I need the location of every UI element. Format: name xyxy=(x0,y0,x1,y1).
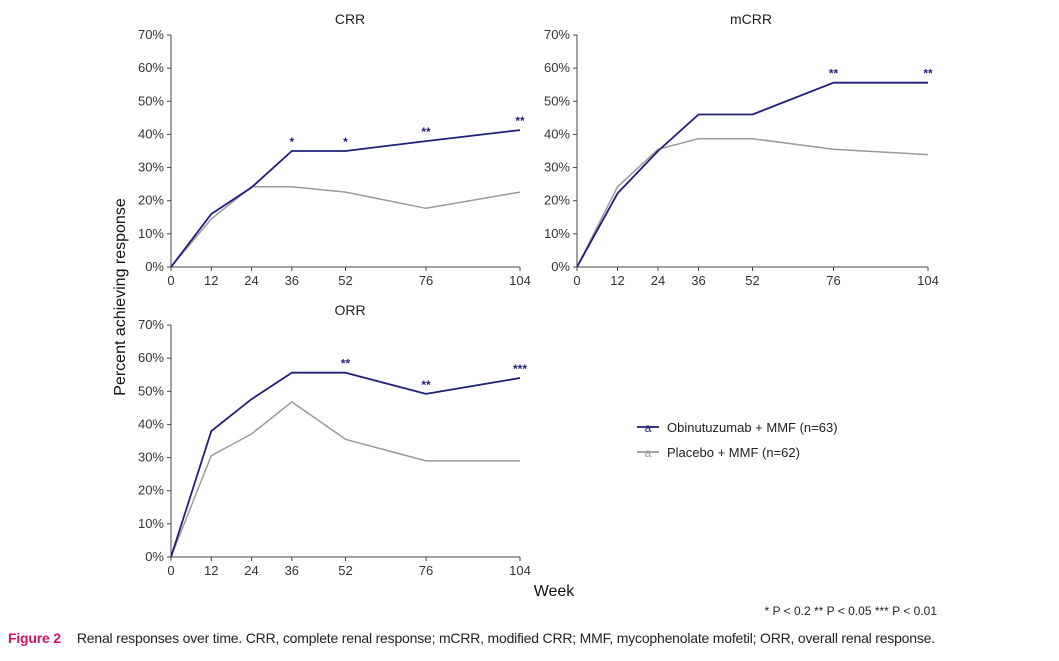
x-tick-label: 24 xyxy=(244,273,258,288)
series-line-obinutuzumab xyxy=(576,81,928,268)
y-tick-label: 40% xyxy=(138,126,164,141)
panel-title: ORR xyxy=(334,302,365,318)
legend-marker: a xyxy=(645,446,652,460)
caption-text: Renal responses over time. CRR, complete… xyxy=(76,630,935,646)
x-tick-label: 52 xyxy=(338,563,352,578)
x-tick-label: 0 xyxy=(167,273,174,288)
significance-marker: ** xyxy=(829,67,839,81)
series-line-obinutuzumab xyxy=(170,371,521,558)
y-axis-label: Percent achieving response xyxy=(112,198,129,396)
legend-marker: a xyxy=(645,421,652,435)
y-tick-label: 0% xyxy=(551,259,570,274)
series-line-placebo xyxy=(170,186,521,268)
x-tick-label: 12 xyxy=(204,563,218,578)
significance-marker: ** xyxy=(421,125,431,139)
y-tick-label: 20% xyxy=(544,193,570,208)
chart-panel-crr: CRR 0% 10% 20% 30% 40% 50% 60% 70% 0 12 24 36 52 76 104… xyxy=(138,11,531,288)
legend-label: Placebo + MMF (n=62) xyxy=(667,445,800,460)
y-tick-label: 50% xyxy=(138,383,164,398)
x-tick-label: 52 xyxy=(745,273,759,288)
series-line-placebo xyxy=(576,137,929,268)
x-tick-label: 36 xyxy=(691,273,705,288)
x-tick-label: 76 xyxy=(419,273,433,288)
x-tick-label: 36 xyxy=(285,273,299,288)
y-tick-label: 60% xyxy=(138,350,164,365)
significance-marker: ** xyxy=(515,114,525,128)
x-axis-label: Week xyxy=(534,583,576,600)
figure-label: Figure 2 xyxy=(8,630,61,646)
x-tick-label: 0 xyxy=(573,273,580,288)
x-tick-label: 52 xyxy=(338,273,352,288)
significance-marker: * xyxy=(343,135,348,149)
significance-marker: ** xyxy=(341,357,351,371)
y-tick-label: 50% xyxy=(544,93,570,108)
y-tick-label: 20% xyxy=(138,193,164,208)
chart-panels: CRR 0% 10% 20% 30% 40% 50% 60% 70% 0 12 24 36 52 76 104… xyxy=(138,11,939,578)
x-tick-label: 24 xyxy=(244,563,258,578)
y-tick-label: 10% xyxy=(138,516,164,531)
chart-panel-mcrr: mCRR 0% 10% 20% 30% 40% 50% 60% 70% 0 12 24 36 52 76 10… xyxy=(544,11,939,288)
significance-marker: *** xyxy=(513,362,527,376)
y-tick-label: 30% xyxy=(544,160,570,175)
y-tick-label: 0% xyxy=(145,259,164,274)
significance-marker: ** xyxy=(421,378,431,392)
significance-marker: ** xyxy=(923,67,933,81)
legend: a Obinutuzumab + MMF (n=63) a Placebo + MMF… xyxy=(637,420,838,460)
x-tick-label: 104 xyxy=(509,273,531,288)
y-tick-label: 40% xyxy=(138,416,164,431)
y-tick-label: 60% xyxy=(544,60,570,75)
x-tick-label: 24 xyxy=(651,273,665,288)
significance-marker: * xyxy=(289,135,294,149)
y-tick-label: 30% xyxy=(138,160,164,175)
y-tick-label: 0% xyxy=(145,549,164,564)
x-tick-label: 0 xyxy=(167,563,174,578)
y-tick-label: 10% xyxy=(544,226,570,241)
x-tick-label: 76 xyxy=(419,563,433,578)
x-tick-label: 104 xyxy=(917,273,939,288)
x-tick-label: 12 xyxy=(610,273,624,288)
series-line-placebo xyxy=(170,401,520,558)
panel-title: CRR xyxy=(335,11,365,27)
y-tick-label: 70% xyxy=(138,317,164,332)
y-tick-label: 40% xyxy=(544,126,570,141)
y-tick-label: 70% xyxy=(138,27,164,42)
y-tick-label: 70% xyxy=(544,27,570,42)
x-tick-label: 104 xyxy=(509,563,531,578)
y-tick-label: 30% xyxy=(138,450,164,465)
panel-title: mCRR xyxy=(730,11,772,27)
x-tick-label: 36 xyxy=(285,563,299,578)
series-line-obinutuzumab xyxy=(170,129,521,268)
y-tick-label: 60% xyxy=(138,60,164,75)
legend-label: Obinutuzumab + MMF (n=63) xyxy=(667,420,838,435)
y-tick-label: 20% xyxy=(138,483,164,498)
y-tick-label: 10% xyxy=(138,226,164,241)
significance-footnote: * P < 0.2 ** P < 0.05 *** P < 0.01 xyxy=(764,604,937,618)
chart-panel-orr: ORR 0% 10% 20% 30% 40% 50% 60% 70% 0 12 24 36 52 76 104… xyxy=(138,302,531,578)
x-tick-label: 76 xyxy=(826,273,840,288)
figure-caption: Figure 2 Renal responses over time. CRR, … xyxy=(8,630,935,646)
y-tick-label: 50% xyxy=(138,93,164,108)
x-tick-label: 12 xyxy=(204,273,218,288)
